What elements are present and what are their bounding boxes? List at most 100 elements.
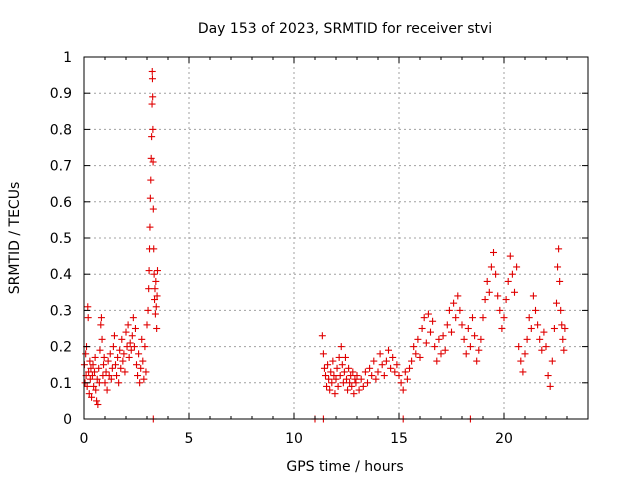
data-point (129, 314, 137, 322)
data-point (151, 296, 159, 304)
data-point (122, 328, 130, 336)
data-point (146, 194, 154, 202)
data-point (131, 325, 139, 332)
data-point (96, 346, 104, 354)
data-point (153, 325, 161, 332)
data-point (420, 314, 428, 322)
data-point (335, 353, 343, 361)
data-point (397, 379, 405, 387)
data-point (431, 343, 439, 351)
data-point (458, 321, 466, 329)
data-point (318, 332, 326, 340)
data-point (139, 357, 147, 365)
data-point (521, 350, 529, 358)
data-point (376, 350, 384, 358)
data-point (152, 277, 160, 285)
data-point (477, 335, 485, 343)
data-point (368, 372, 376, 380)
data-point (145, 285, 153, 293)
data-point (418, 325, 426, 332)
data-point (341, 353, 349, 361)
data-point (121, 368, 129, 376)
x-axis-label: GPS time / hours (286, 459, 403, 475)
data-point (372, 375, 380, 383)
data-point (445, 306, 453, 314)
data-point (416, 353, 424, 361)
data-point (471, 332, 479, 340)
data-point (414, 335, 422, 343)
data-point (382, 357, 390, 365)
data-point (110, 332, 118, 340)
data-point (443, 321, 451, 329)
data-point (452, 314, 460, 322)
data-point (387, 364, 395, 372)
data-point (479, 314, 487, 322)
data-point (361, 368, 369, 376)
data-point (137, 364, 145, 372)
data-point (485, 288, 493, 296)
data-point (115, 379, 123, 387)
data-point (454, 292, 462, 300)
data-point (519, 368, 527, 376)
data-point (433, 357, 441, 365)
data-point (83, 382, 91, 390)
data-point (140, 375, 148, 383)
data-point (104, 357, 112, 365)
data-point (125, 353, 133, 361)
data-point (385, 346, 392, 354)
data-point (429, 317, 437, 325)
data-point (154, 267, 161, 275)
data-point (464, 325, 472, 332)
data-point (492, 270, 500, 278)
data-point (148, 67, 156, 75)
data-point (124, 321, 132, 329)
data-point (106, 350, 114, 358)
data-point (395, 372, 403, 380)
data-point (352, 379, 360, 387)
data-point (116, 346, 124, 354)
data-point (456, 306, 464, 314)
data-point (412, 350, 420, 358)
data-point (107, 375, 115, 383)
data-point (523, 335, 531, 343)
data-point (466, 343, 474, 351)
data-point (323, 382, 331, 390)
data-point (410, 343, 418, 351)
data-point (91, 368, 98, 376)
data-point (119, 357, 127, 365)
data-point (557, 306, 565, 314)
data-point (366, 364, 374, 372)
data-point (328, 379, 336, 387)
data-point (148, 100, 156, 108)
data-point (331, 390, 339, 398)
data-point (359, 382, 367, 390)
data-point (145, 267, 153, 275)
data-point (130, 343, 138, 351)
data-point (546, 382, 554, 390)
y-tick-label: 0.9 (50, 86, 72, 102)
data-point (88, 372, 96, 380)
data-point (108, 364, 116, 372)
data-point (448, 328, 455, 336)
data-point (147, 154, 155, 162)
data-point (134, 372, 142, 380)
data-point (343, 375, 350, 383)
data-point (82, 350, 90, 358)
data-point (326, 386, 334, 394)
data-point (93, 397, 101, 405)
data-point (437, 350, 445, 358)
data-point (151, 310, 159, 318)
data-point (399, 386, 407, 394)
data-point (370, 357, 378, 365)
data-point (113, 372, 121, 380)
data-point (534, 321, 542, 329)
data-point (548, 357, 556, 365)
data-point (353, 372, 361, 380)
data-point (487, 263, 495, 271)
data-point (90, 382, 98, 390)
data-point (475, 346, 483, 354)
data-point (336, 372, 344, 380)
data-point (483, 277, 491, 285)
data-point (91, 353, 99, 361)
